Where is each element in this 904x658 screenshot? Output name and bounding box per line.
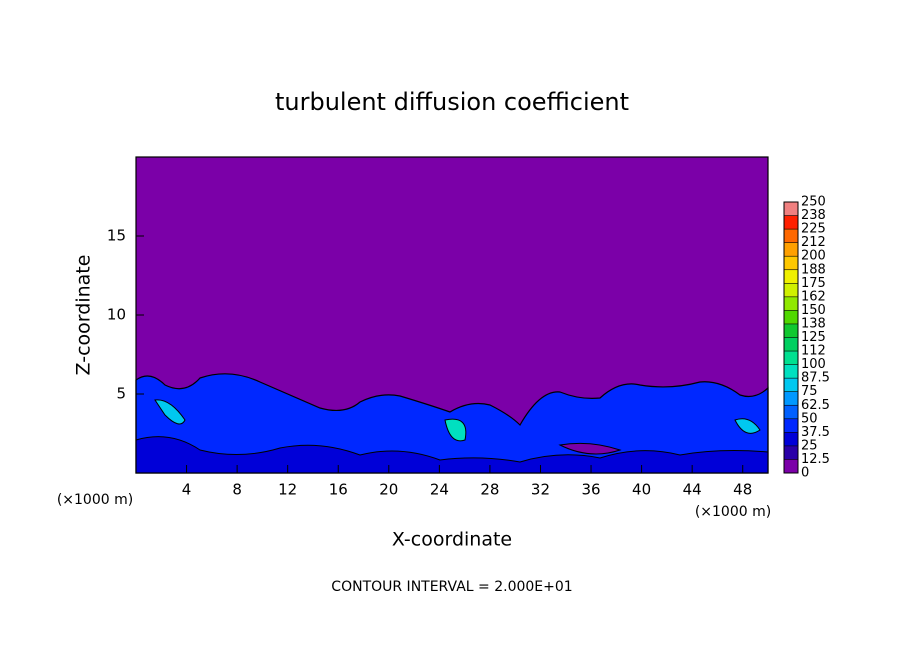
colorbar-label: 37.5 bbox=[801, 425, 830, 440]
x-tick-label: 28 bbox=[480, 481, 499, 499]
colorbar-label: 238 bbox=[801, 208, 826, 223]
y-tick-label: 15 bbox=[107, 227, 126, 245]
x-tick-label: 16 bbox=[329, 481, 348, 499]
colorbar-label: 125 bbox=[801, 330, 826, 345]
colorbar-band bbox=[784, 445, 798, 460]
colorbar-band bbox=[784, 364, 798, 379]
colorbar-label: 25 bbox=[801, 438, 818, 453]
colorbar-label: 62.5 bbox=[801, 398, 830, 413]
x-axis-label: X-coordinate bbox=[392, 529, 512, 551]
colorbar-label: 175 bbox=[801, 276, 826, 291]
colorbar-label: 188 bbox=[801, 262, 826, 277]
footer-note: CONTOUR INTERVAL = 2.000E+01 bbox=[331, 579, 572, 595]
x-tick-label: 32 bbox=[531, 481, 550, 499]
colorbar-label: 75 bbox=[801, 384, 818, 399]
colorbar-label: 162 bbox=[801, 289, 826, 304]
colorbar-band bbox=[784, 296, 798, 311]
x-tick-label: 48 bbox=[733, 481, 752, 499]
field-region bbox=[135, 436, 769, 474]
chart-title: turbulent diffusion coefficient bbox=[275, 88, 629, 116]
x-tick-label: 36 bbox=[581, 481, 600, 499]
colorbar-label: 200 bbox=[801, 249, 826, 264]
x-tick-label: 24 bbox=[430, 481, 449, 499]
y-tick-label: 5 bbox=[116, 385, 126, 403]
x-tick-label: 4 bbox=[182, 481, 192, 499]
colorbar-band bbox=[784, 323, 798, 338]
colorbar-band bbox=[784, 242, 798, 257]
colorbar-band bbox=[784, 351, 798, 365]
colorbar-label: 100 bbox=[801, 357, 826, 372]
x-tick-label: 44 bbox=[683, 481, 702, 499]
colorbar-label: 112 bbox=[801, 344, 826, 359]
x-unit-label: (×1000 m) bbox=[695, 504, 771, 520]
y-tick-label: 10 bbox=[107, 306, 126, 324]
colorbar-label: 250 bbox=[801, 195, 826, 210]
x-unit-label: (×1000 m) bbox=[57, 492, 133, 508]
colorbar-label: 0 bbox=[801, 466, 809, 481]
colorbar-band bbox=[784, 418, 798, 433]
colorbar-band bbox=[784, 459, 798, 473]
colorbar-band bbox=[784, 202, 798, 216]
colorbar-band bbox=[784, 391, 798, 406]
colorbar-label: 150 bbox=[801, 303, 826, 318]
field-blob bbox=[444, 418, 467, 442]
colorbar-label: 225 bbox=[801, 222, 826, 237]
colorbar-label: 212 bbox=[801, 235, 826, 250]
colorbar-band bbox=[784, 310, 798, 324]
field-blob bbox=[154, 399, 186, 425]
colorbar-band bbox=[784, 269, 798, 284]
colorbar-band bbox=[784, 378, 798, 392]
field-blob bbox=[558, 442, 622, 455]
colorbar-label: 87.5 bbox=[801, 371, 830, 386]
colorbar-label: 138 bbox=[801, 316, 826, 331]
colorbar-band bbox=[784, 283, 798, 297]
x-tick-label: 12 bbox=[278, 481, 297, 499]
field bbox=[135, 156, 769, 474]
x-tick-label: 40 bbox=[632, 481, 651, 499]
x-tick-label: 8 bbox=[232, 481, 242, 499]
x-tick-label: 20 bbox=[379, 481, 398, 499]
colorbar-label: 12.5 bbox=[801, 452, 830, 467]
colorbar-label: 50 bbox=[801, 411, 818, 426]
colorbar-band bbox=[784, 405, 798, 419]
colorbar-band bbox=[784, 215, 798, 230]
y-axis-label: Z-coordinate bbox=[73, 255, 95, 376]
colorbar-band bbox=[784, 337, 798, 352]
colorbar-band bbox=[784, 256, 798, 270]
field-blob bbox=[734, 418, 761, 434]
colorbar-band bbox=[784, 229, 798, 243]
colorbar-band bbox=[784, 432, 798, 446]
